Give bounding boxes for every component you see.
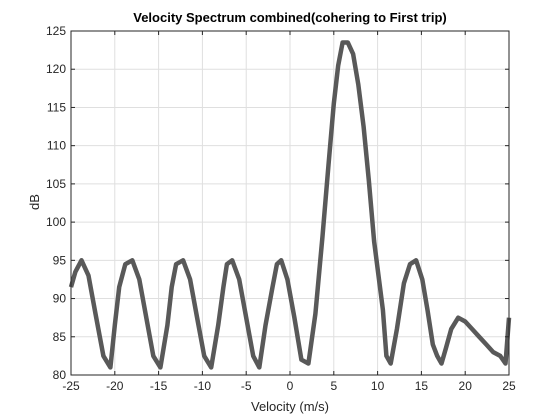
- spectrum-line: [68, 40, 512, 370]
- y-tick-label: 115: [47, 100, 66, 114]
- x-axis-label: Velocity (m/s): [251, 399, 329, 414]
- y-tick-label: 95: [53, 253, 67, 267]
- x-tick-label: -5: [241, 379, 252, 393]
- x-tick-label: 0: [287, 379, 294, 393]
- y-tick-label: 110: [47, 139, 66, 153]
- y-tick-labels: 80 85 90 95 100 105 110 115 120 125: [46, 24, 66, 382]
- x-tick-labels: -25 -20 -15 -10 -5 0 5 10 15 20 25: [62, 379, 516, 393]
- tick-marks: [70, 30, 510, 376]
- y-tick-label: 125: [46, 24, 66, 38]
- chart-title: Velocity Spectrum combined(cohering to F…: [133, 10, 447, 25]
- x-tick-label: 10: [371, 379, 385, 393]
- y-tick-label: 120: [46, 62, 66, 76]
- x-tick-label: 15: [415, 379, 429, 393]
- x-tick-label: 20: [459, 379, 473, 393]
- x-tick-label: -25: [62, 379, 80, 393]
- plot-area: -25 -20 -15 -10 -5 0 5 10 15 20 25 80 85 90 95 100 105 1…: [46, 24, 516, 393]
- y-tick-label: 80: [53, 368, 67, 382]
- x-tick-label: -20: [106, 379, 124, 393]
- y-tick-label: 85: [53, 330, 67, 344]
- x-tick-label: -10: [194, 379, 212, 393]
- y-tick-label: 90: [53, 292, 67, 306]
- x-tick-label: -15: [150, 379, 168, 393]
- y-tick-label: 105: [46, 177, 66, 191]
- x-tick-label: 25: [502, 379, 516, 393]
- y-axis-label: dB: [27, 194, 42, 210]
- series-layer: [68, 40, 512, 370]
- y-tick-label: 100: [46, 215, 66, 229]
- x-tick-label: 5: [330, 379, 337, 393]
